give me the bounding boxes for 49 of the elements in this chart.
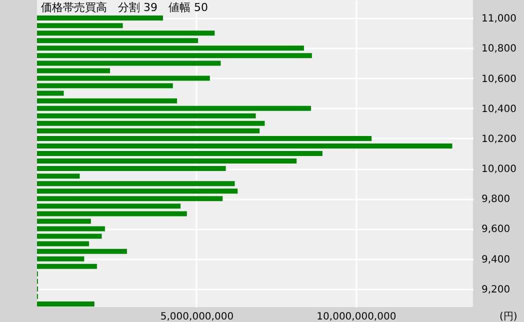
y-tick-label: 10,000 <box>482 164 516 176</box>
bar <box>37 256 84 262</box>
bar <box>37 30 215 36</box>
bar <box>37 264 97 269</box>
y-tick-label: 11,000 <box>482 14 516 25</box>
x-tick-label: 5,000,000,000 <box>160 312 234 322</box>
bar <box>37 218 91 224</box>
bar <box>37 90 64 96</box>
bar <box>37 53 312 58</box>
bar <box>37 188 238 194</box>
bar <box>37 241 89 246</box>
bar <box>37 60 221 66</box>
bar <box>37 174 80 179</box>
y-tick-label: 10,600 <box>482 74 516 85</box>
bar <box>37 106 311 111</box>
bar <box>37 248 127 254</box>
y-tick-label: 9,600 <box>482 224 510 236</box>
bar <box>37 301 94 306</box>
bar <box>37 181 235 186</box>
bar <box>37 128 260 134</box>
y-tick-label: 9,200 <box>482 284 510 296</box>
x-axis-title: (円) <box>500 312 518 322</box>
bar <box>37 211 187 216</box>
y-tick-label: 9,400 <box>482 254 510 266</box>
bar <box>37 68 110 74</box>
bar <box>37 23 123 28</box>
bar <box>37 143 452 148</box>
bar <box>37 76 210 81</box>
bar <box>37 136 372 141</box>
chart-title: 価格帯売買高 分割 39 値幅 50 <box>41 1 208 14</box>
y-tick-label: 10,200 <box>482 134 516 145</box>
x-tick-label: 10,000,000,000 <box>316 312 396 322</box>
bar <box>37 98 178 104</box>
bar <box>37 38 198 44</box>
bar <box>37 120 265 126</box>
bar <box>37 16 163 21</box>
bar <box>37 234 102 239</box>
bar <box>37 204 181 209</box>
y-tick-label: 10,400 <box>482 104 516 115</box>
bar <box>37 83 173 88</box>
bar <box>37 46 304 51</box>
bar <box>37 166 226 172</box>
bar <box>37 226 105 232</box>
y-tick-label: 9,800 <box>482 194 510 206</box>
y-tick-label: 10,800 <box>482 44 516 55</box>
bar <box>37 113 256 118</box>
bar <box>37 158 297 164</box>
bar <box>37 196 223 202</box>
bar <box>37 151 322 156</box>
